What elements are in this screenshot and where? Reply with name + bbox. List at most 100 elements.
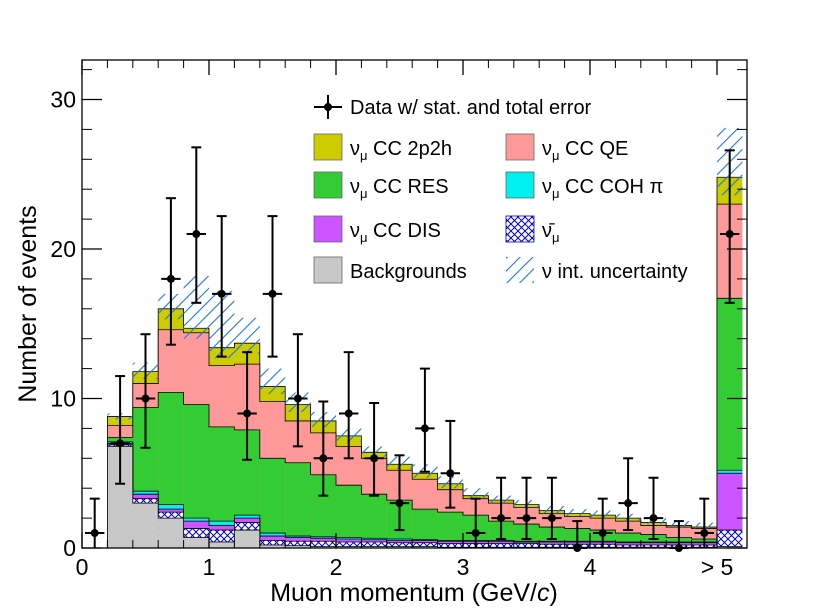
legend-entry-qe: νμ CC QE (505, 133, 628, 163)
stack-bar-backgrounds (361, 546, 387, 548)
stack-bar-backgrounds (209, 542, 235, 548)
legend-swatch-bkg (313, 256, 343, 284)
legend-entry-coh: νμ CC COH π (505, 171, 663, 201)
stack-bar-backgrounds (336, 546, 362, 548)
legend-label-qe: νμ CC QE (542, 138, 628, 163)
legend-swatch-unc (506, 257, 534, 283)
data-point (389, 454, 410, 532)
legend-entry-res: νμ CC RES (313, 171, 449, 201)
legend-entry-dis: νμ CC DIS (313, 215, 441, 245)
stack-bar-numu-bar-hatch (437, 543, 463, 548)
uncertainty-bin (564, 509, 590, 517)
stack-bar-numu-bar-hatch (285, 541, 311, 548)
x-tick-label: 4 (584, 554, 597, 580)
y-tick-label: 10 (50, 386, 76, 412)
legend-entry-bkg: Backgrounds (313, 256, 467, 284)
uncertainty-bin (259, 368, 286, 395)
data-point (85, 497, 105, 548)
x-tick-label: 1 (203, 554, 216, 580)
stack-bar-numu-bar-hatch (717, 530, 743, 548)
plot-frame (81, 59, 748, 549)
legend-data-entry: Data w/ stat. and total error (314, 95, 592, 119)
legend-data-label: Data w/ stat. and total error (350, 97, 592, 119)
data-point (720, 149, 740, 304)
legend-swatch-qe (505, 133, 535, 161)
stack-outline (82, 445, 743, 548)
x-tick-label: 2 (330, 554, 343, 580)
legend-label-coh: νμ CC COH π (542, 176, 663, 201)
stack-bar-backgrounds (183, 537, 209, 548)
stack-bar-backgrounds (285, 545, 311, 548)
y-axis-title: Number of events (14, 205, 42, 402)
y-tick-label: 20 (50, 236, 76, 262)
stack-bar-numu-bar-hatch (386, 542, 413, 548)
legend-label-res: νμ CC RES (350, 176, 449, 201)
uncertainty-bin (234, 317, 260, 354)
legend-label-nubar: ν̄μ (542, 220, 560, 245)
x-axis-title: Muon momentum (GeV/c) (270, 579, 558, 607)
stack-bar-backgrounds (386, 546, 413, 548)
stack-bar-backgrounds (717, 546, 743, 548)
x-tick-label: 3 (457, 554, 470, 580)
data-point (643, 476, 664, 541)
legend-swatch-nubar (506, 216, 534, 242)
legend-entry-unc: ν int. uncertainty (506, 257, 688, 283)
stack-bar-numu-bar-hatch (615, 545, 641, 548)
data-point (339, 351, 359, 460)
axes: 0 10 20 30 0 1 2 3 4 > 5 (50, 60, 747, 580)
x-tick-label: 0 (76, 554, 89, 580)
stack-bar-numu-bar-hatch (310, 541, 336, 548)
data-point (313, 400, 333, 497)
data-point (135, 333, 156, 449)
data-point (466, 497, 486, 548)
data-point (110, 375, 130, 485)
stack-bar-numu-bar-hatch (259, 540, 286, 548)
data-point (694, 497, 714, 548)
legend-label-unc: ν int. uncertainty (542, 261, 688, 283)
data-point (212, 215, 232, 358)
data-point (618, 457, 638, 532)
data-point (593, 497, 613, 548)
stack-bar-backgrounds (158, 518, 184, 548)
data-point (542, 476, 562, 541)
stack-outline (82, 441, 743, 548)
data-point (237, 351, 257, 461)
legend-label-2p2h: νμ CC 2p2h (350, 138, 452, 163)
data-point (491, 476, 511, 541)
x-tick-label: > 5 (701, 554, 734, 580)
uncertainty-bin (463, 488, 489, 499)
data-point (288, 333, 308, 448)
data-point (516, 476, 537, 541)
data-point (440, 419, 460, 509)
data-point (186, 146, 206, 304)
legend-entry-nubar: ν̄μ (505, 215, 560, 245)
legend-swatch-coh (505, 171, 535, 199)
stacked-histogram (82, 176, 743, 548)
stack-bar-numu-bar-hatch (412, 542, 438, 548)
stack-bar-numu-bar-hatch (336, 542, 362, 548)
stack-outline (82, 297, 743, 548)
legend-swatch-2p2h (313, 133, 343, 161)
legend-swatch-res (313, 171, 343, 199)
stack-bar-numu-bar-hatch (488, 543, 514, 548)
stack-bar-numu-bar-hatch (361, 542, 387, 548)
stack-bar-cc-res (285, 462, 311, 548)
stack-bar-backgrounds (310, 546, 336, 548)
stack-bar-backgrounds (412, 546, 438, 548)
stack-bar-numu-bar-hatch (513, 543, 540, 548)
stack-bar-numu-bar-hatch (640, 545, 667, 548)
data-point (415, 367, 435, 473)
data-point (364, 401, 384, 497)
data-point (161, 197, 181, 346)
y-tick-label: 0 (63, 535, 76, 561)
data-points (85, 146, 740, 552)
data-point (262, 215, 283, 358)
legend-label-bkg: Backgrounds (350, 261, 467, 283)
legend-label-dis: νμ CC DIS (350, 220, 441, 245)
y-tick-label: 30 (50, 87, 76, 113)
stack-bar-backgrounds (132, 503, 159, 548)
stack-bar-backgrounds (259, 545, 286, 548)
legend-swatch-dis (313, 215, 343, 243)
stack-bar-numu-bar-hatch (539, 544, 565, 548)
